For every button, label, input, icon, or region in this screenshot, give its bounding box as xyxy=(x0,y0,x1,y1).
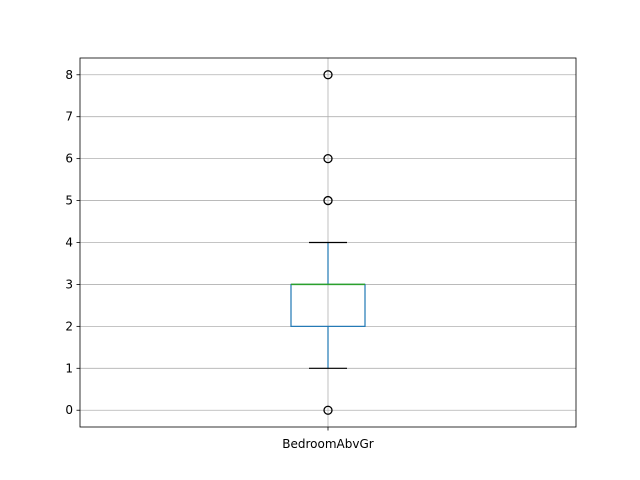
y-tick-label: 5 xyxy=(65,194,73,208)
y-tick-label: 2 xyxy=(65,319,73,333)
y-tick-label: 0 xyxy=(65,403,73,417)
outlier-point xyxy=(323,195,333,206)
x-tick-label: BedroomAbvGr xyxy=(282,437,374,451)
y-tick-label: 8 xyxy=(65,68,73,82)
y-tick-label: 6 xyxy=(65,152,73,166)
y-tick-label: 7 xyxy=(65,110,73,124)
box-group xyxy=(290,70,366,415)
outlier-point xyxy=(323,70,333,80)
y-tick-label: 4 xyxy=(65,236,73,250)
y-tick-label: 3 xyxy=(65,277,73,291)
box-layer xyxy=(290,70,366,415)
outlier-point xyxy=(323,153,333,164)
outlier-point xyxy=(323,405,333,415)
y-axis: 0 1 2 3 4 5 6 7 8 xyxy=(65,68,80,417)
axes-frame xyxy=(79,57,577,428)
x-axis: BedroomAbvGr xyxy=(282,427,374,451)
y-tick-label: 1 xyxy=(65,361,73,375)
